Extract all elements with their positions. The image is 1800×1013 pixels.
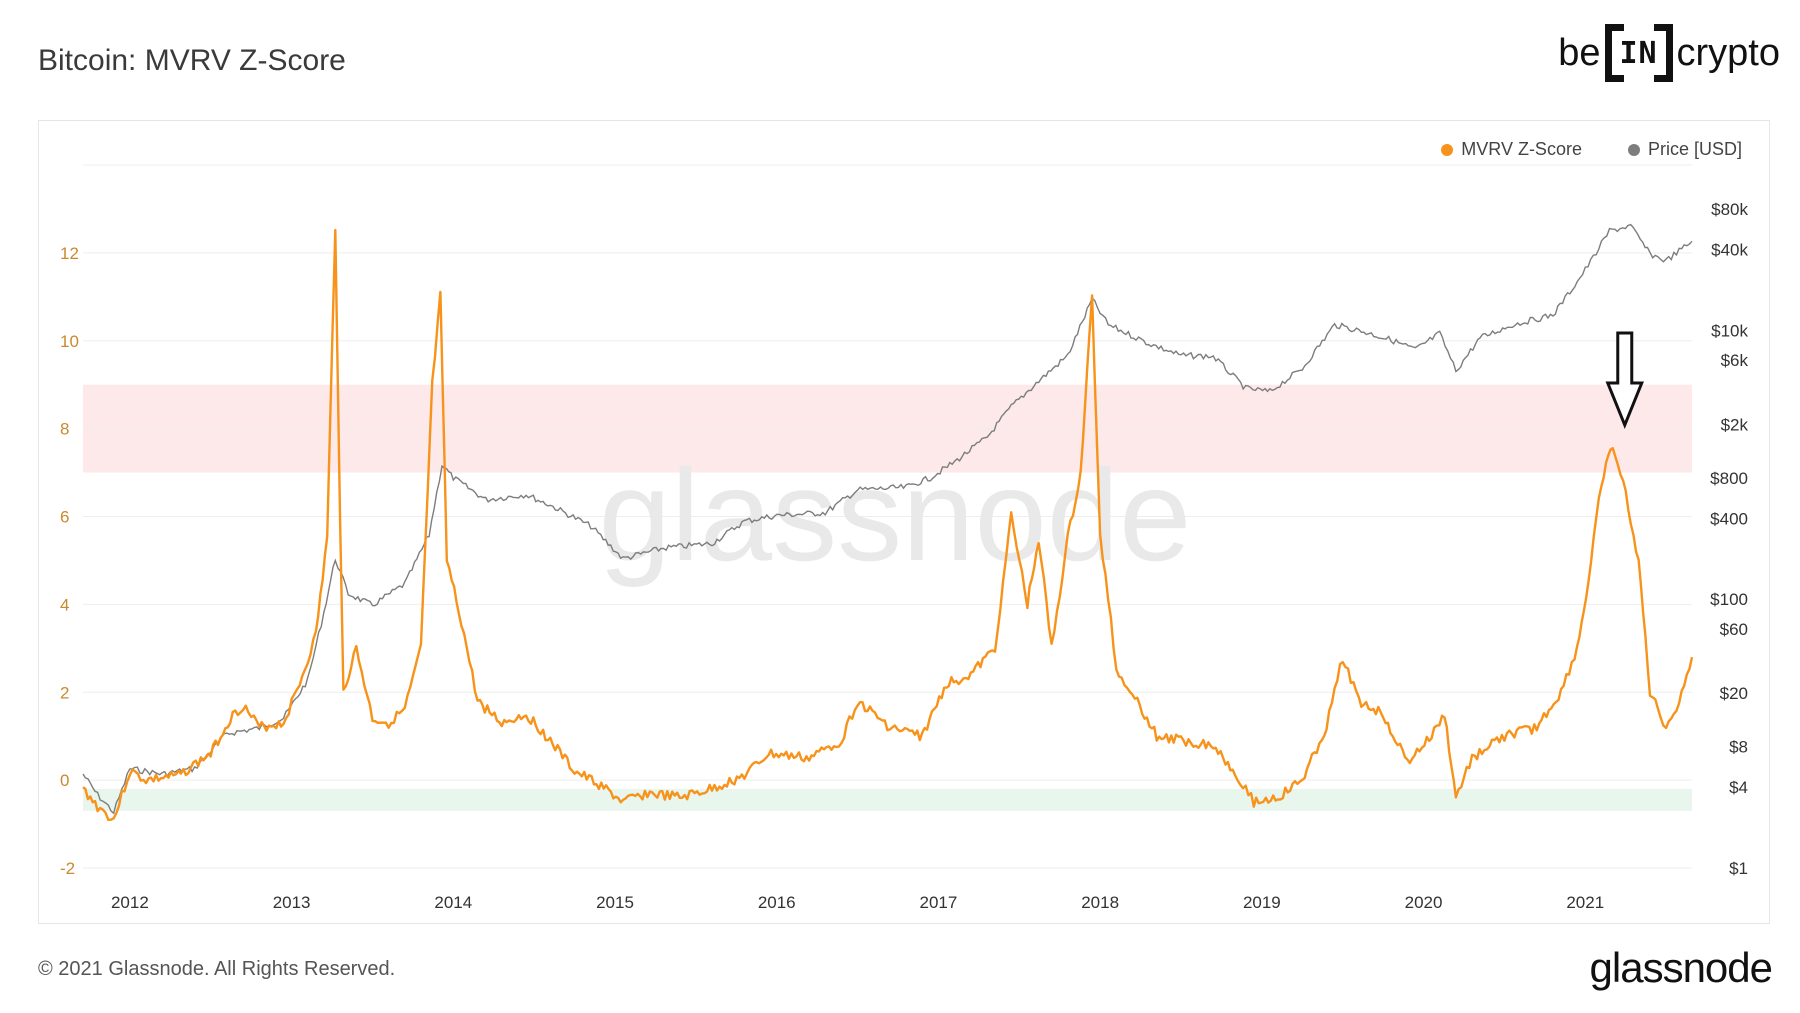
y-left-tick-label: -2	[60, 859, 75, 878]
x-tick-label: 2016	[758, 893, 796, 912]
chart-title: Bitcoin: MVRV Z-Score	[38, 44, 346, 77]
y-right-tick-label: $400	[1710, 509, 1748, 528]
price-line	[82, 223, 1693, 815]
y-right-tick-label: $80k	[1711, 200, 1748, 219]
y-right-tick-label: $4	[1729, 778, 1748, 797]
y-right-tick-label: $1	[1729, 859, 1748, 878]
brand-post: crypto	[1676, 31, 1780, 74]
legend-item-mvrv[interactable]: MVRV Z-Score	[1441, 139, 1582, 160]
y-left-tick-label: 8	[60, 420, 69, 439]
x-tick-label: 2017	[920, 893, 958, 912]
brand-box: IN	[1604, 24, 1673, 82]
brand-pre: be	[1558, 31, 1601, 74]
mvrv-line	[82, 228, 1694, 821]
y-right-tick-label: $10k	[1711, 321, 1748, 340]
y-right-tick-label: $100	[1710, 590, 1748, 609]
y-right-tick-label: $800	[1710, 469, 1748, 488]
y-left-tick-label: 6	[60, 508, 69, 527]
y-right-tick-label: $60	[1720, 620, 1748, 639]
copyright-text: © 2021 Glassnode. All Rights Reserved.	[38, 958, 396, 980]
x-tick-label: 2020	[1405, 893, 1443, 912]
y-left-tick-label: 0	[60, 771, 69, 790]
y-right-tick-label: $20	[1720, 684, 1748, 703]
beincrypto-logo: be IN crypto	[1558, 22, 1780, 84]
legend-dot-icon	[1627, 143, 1640, 156]
chart-panel	[38, 120, 1770, 924]
y-right-tick-label: $40k	[1711, 240, 1748, 259]
y-right-tick-label: $2k	[1721, 415, 1749, 434]
x-tick-label: 2013	[273, 893, 311, 912]
y-left-tick-label: 4	[60, 595, 69, 614]
down-arrow-icon	[1605, 331, 1644, 430]
legend-item-price[interactable]: Price [USD]	[1627, 139, 1742, 160]
glassnode-logo: glassnode	[1589, 944, 1773, 991]
x-tick-label: 2014	[434, 893, 472, 912]
x-tick-label: 2018	[1081, 893, 1119, 912]
x-tick-label: 2019	[1243, 893, 1281, 912]
legend-dot-icon	[1441, 143, 1454, 156]
legend-label: Price [USD]	[1647, 139, 1742, 159]
legend: MVRV Z-Score Price [USD]	[1441, 139, 1742, 160]
y-right-tick-label: $8	[1729, 738, 1748, 757]
x-tick-label: 2021	[1566, 893, 1604, 912]
zone-green	[83, 788, 1692, 811]
y-left-tick-label: 10	[60, 332, 79, 351]
y-right-tick-label: $6k	[1721, 351, 1749, 370]
x-tick-label: 2012	[111, 893, 149, 912]
legend-label: MVRV Z-Score	[1461, 139, 1582, 159]
brand-mid: IN	[1619, 35, 1658, 71]
x-tick-label: 2015	[596, 893, 634, 912]
watermark-text: glassnode	[599, 442, 1192, 588]
y-left-tick-label: 12	[60, 244, 79, 263]
y-left-tick-label: 2	[60, 683, 69, 702]
